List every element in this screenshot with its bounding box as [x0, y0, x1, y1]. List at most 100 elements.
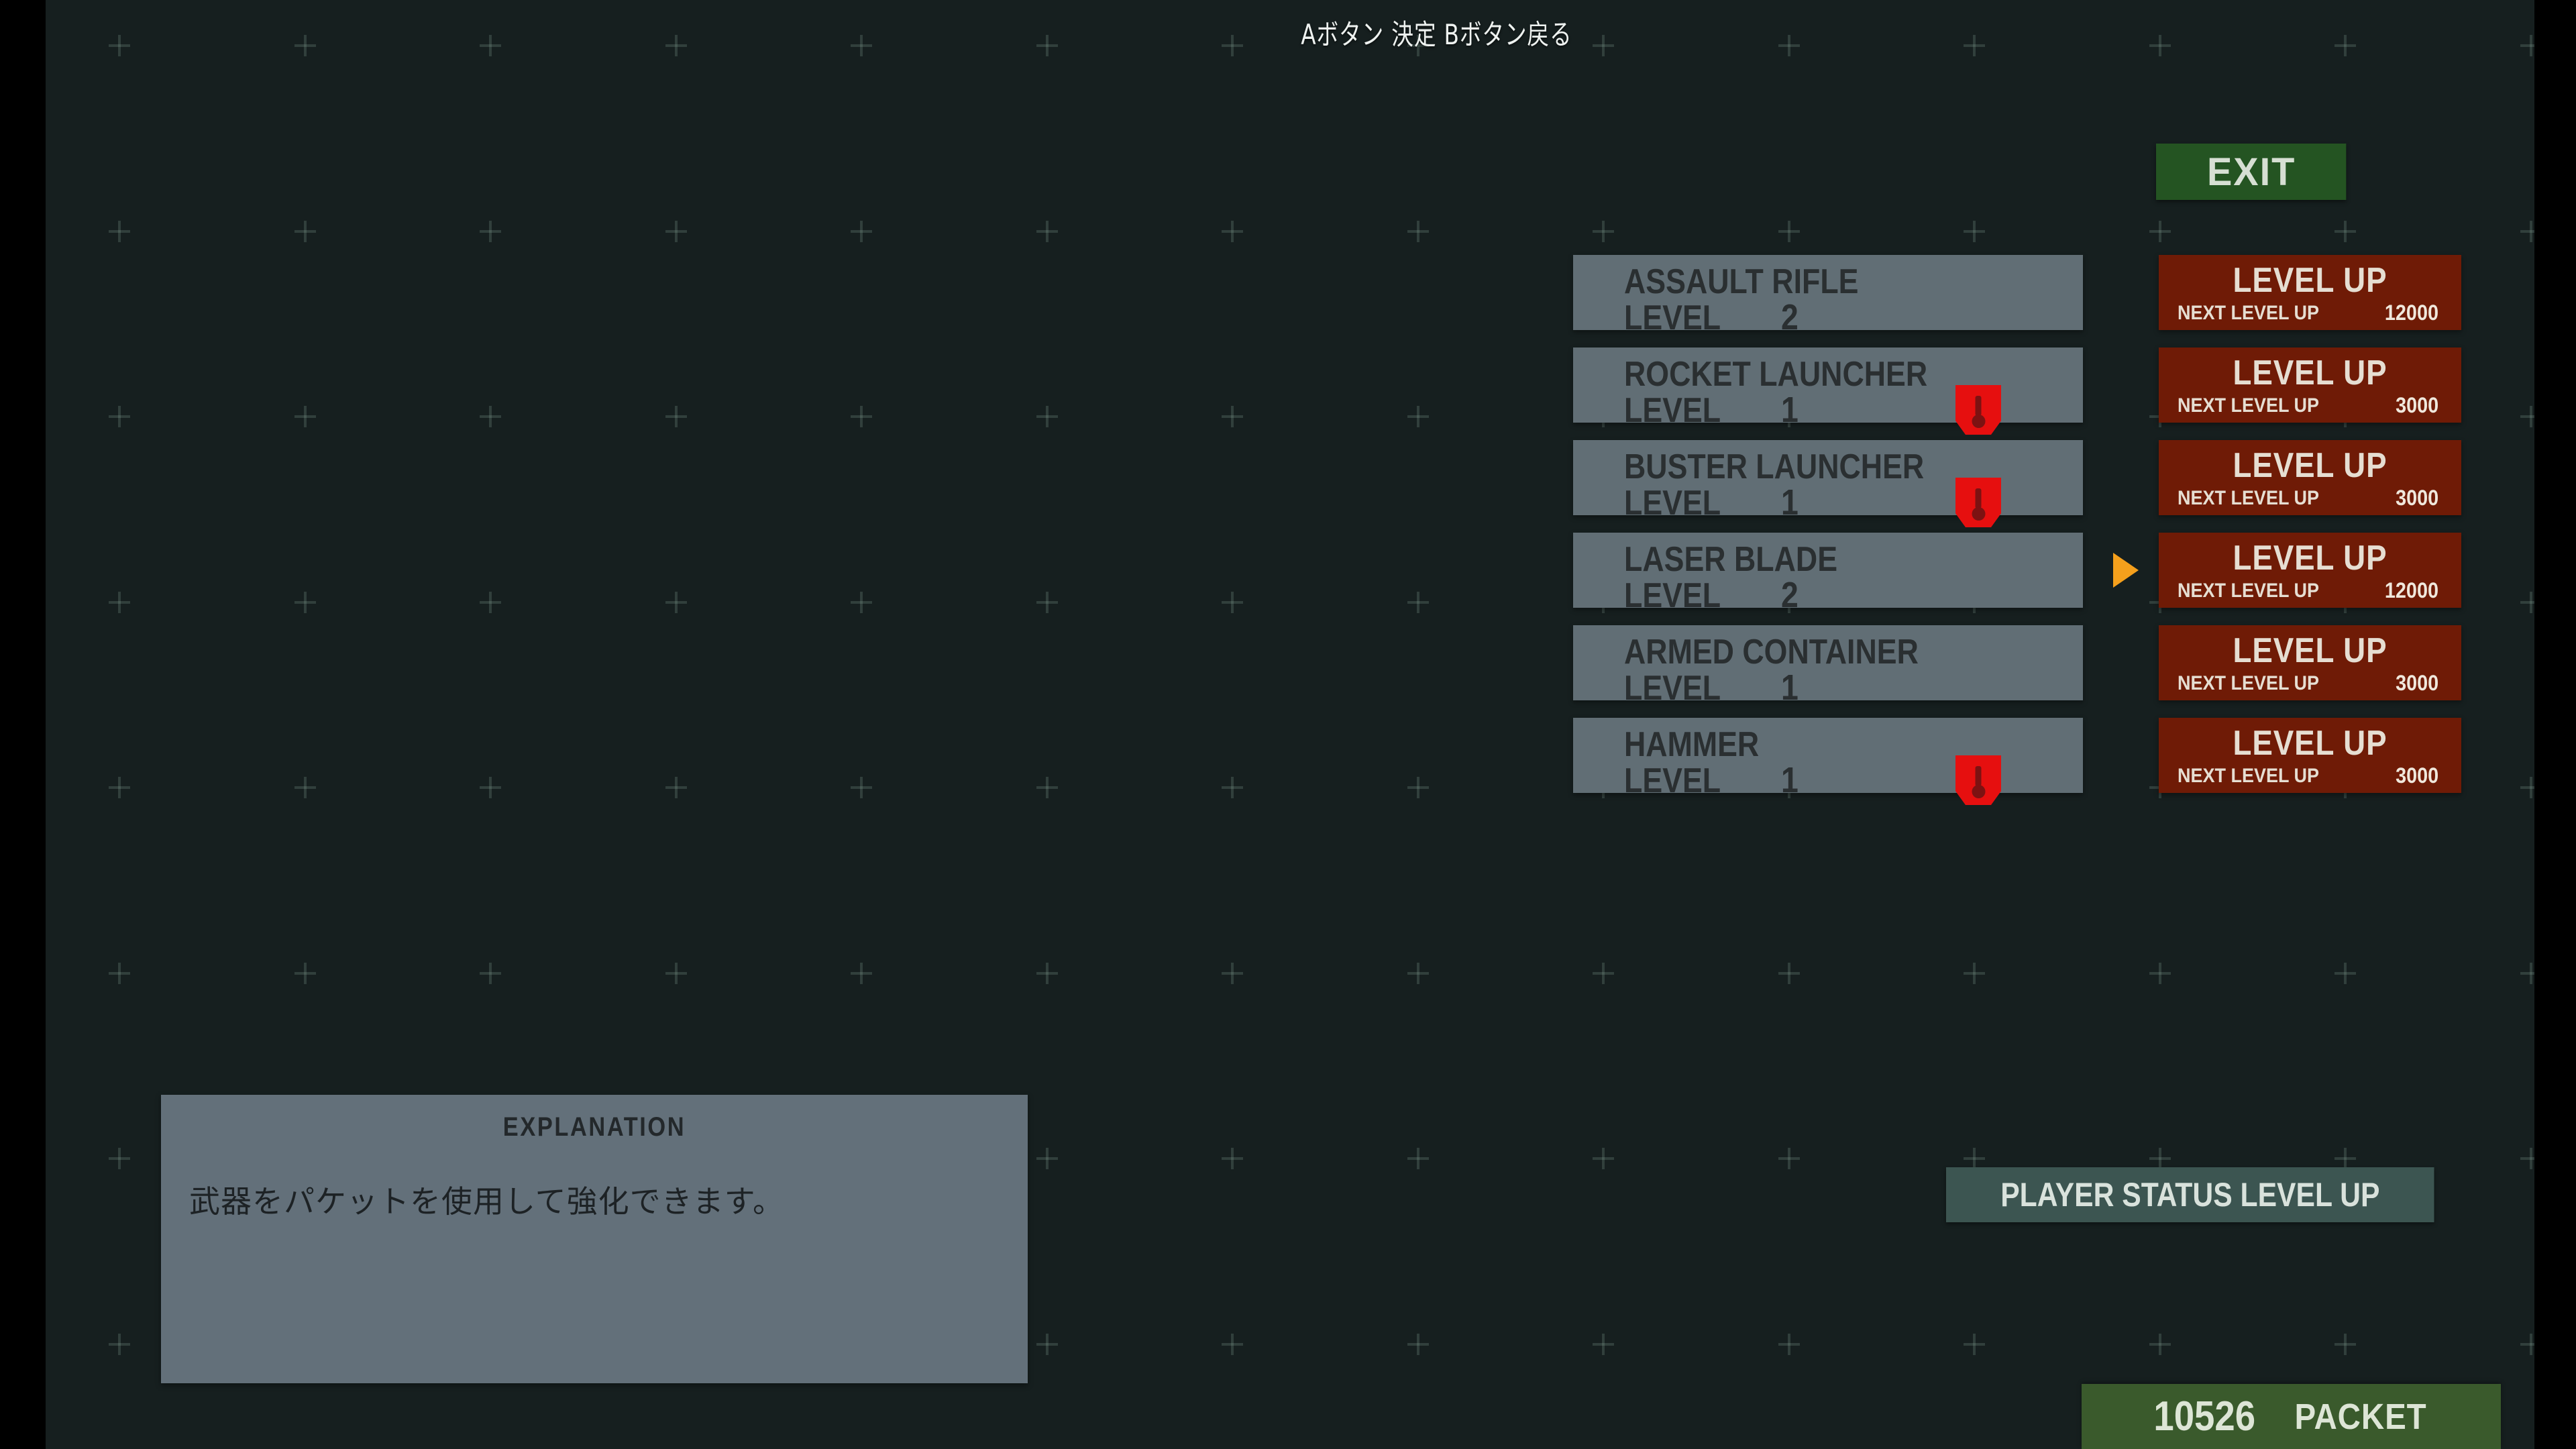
grid-plus-icon	[2149, 1333, 2171, 1355]
weapon-list: ASSAULT RIFLE LEVEL 2 ROCKET LAUNCHER LEVEL 1…	[1573, 255, 2083, 810]
grid-plus-icon	[2520, 406, 2534, 427]
grid-plus-icon	[851, 962, 872, 984]
next-levelup-label: NEXT LEVEL UP	[2178, 487, 2320, 509]
grid-plus-icon	[1964, 962, 1985, 984]
weapon-name: ROCKET LAUNCHER	[1624, 355, 1928, 394]
locked-shield-icon	[1955, 755, 2001, 805]
grid-plus-icon	[480, 777, 501, 798]
grid-plus-icon	[109, 962, 130, 984]
weapon-name: HAMMER	[1624, 725, 1760, 764]
grid-plus-icon	[109, 1148, 130, 1169]
locked-shield-icon	[1955, 385, 2001, 435]
grid-plus-icon	[2520, 962, 2534, 984]
grid-plus-icon	[1222, 777, 1243, 798]
weapon-row[interactable]: LASER BLADE LEVEL 2	[1573, 533, 2083, 615]
grid-plus-icon	[1222, 406, 1243, 427]
locked-shield-icon	[1955, 478, 2001, 527]
player-status-levelup-button[interactable]: PLAYER STATUS LEVEL UP	[1946, 1167, 2434, 1222]
grid-plus-icon	[109, 591, 130, 613]
grid-plus-icon	[2334, 962, 2356, 984]
grid-plus-icon	[1778, 962, 1800, 984]
grid-plus-icon	[1036, 220, 1058, 242]
grid-plus-icon	[1964, 1148, 1985, 1169]
levelup-button[interactable]: LEVEL UP NEXT LEVEL UP 12000	[2159, 255, 2461, 330]
weapon-row[interactable]: ROCKET LAUNCHER LEVEL 1	[1573, 347, 2083, 435]
grid-plus-icon	[1407, 220, 1429, 242]
player-status-levelup-label: PLAYER STATUS LEVEL UP	[2000, 1176, 2380, 1214]
grid-plus-icon	[2334, 35, 2356, 56]
grid-plus-icon	[1778, 220, 1800, 242]
grid-plus-icon	[2334, 1333, 2356, 1355]
grid-plus-icon	[480, 220, 501, 242]
weapon-row[interactable]: HAMMER LEVEL 1	[1573, 718, 2083, 805]
levelup-button-label: LEVEL UP	[2233, 631, 2387, 670]
levelup-button[interactable]: LEVEL UP NEXT LEVEL UP 3000	[2159, 440, 2461, 515]
levelup-button[interactable]: LEVEL UP NEXT LEVEL UP 12000	[2159, 533, 2461, 608]
next-levelup-label: NEXT LEVEL UP	[2178, 394, 2320, 417]
grid-plus-icon	[1407, 406, 1429, 427]
explanation-panel: EXPLANATION 武器をパケットを使用して強化できます。	[161, 1095, 1028, 1383]
grid-plus-icon	[1407, 962, 1429, 984]
weapon-name: ARMED CONTAINER	[1624, 633, 1919, 672]
key-glyph-icon	[1975, 396, 1982, 417]
weapon-name: ASSAULT RIFLE	[1624, 262, 1859, 301]
grid-plus-icon	[851, 777, 872, 798]
grid-plus-icon	[1778, 1333, 1800, 1355]
controller-hint-text: Aボタン 決定 Bボタン戻る	[1301, 18, 1572, 51]
grid-plus-icon	[1036, 591, 1058, 613]
weapon-level-label: LEVEL	[1624, 761, 1721, 800]
next-levelup-label: NEXT LEVEL UP	[2178, 302, 2320, 324]
grid-plus-icon	[1407, 591, 1429, 613]
weapon-level-label: LEVEL	[1624, 391, 1721, 430]
grid-plus-icon	[851, 220, 872, 242]
levelup-button-label: LEVEL UP	[2233, 261, 2387, 300]
grid-plus-icon	[1964, 1333, 1985, 1355]
weapon-level-value: 2	[1781, 575, 1799, 615]
grid-plus-icon	[294, 35, 316, 56]
levelup-button-label: LEVEL UP	[2233, 354, 2387, 392]
grid-plus-icon	[109, 406, 130, 427]
grid-plus-icon	[665, 777, 687, 798]
levelup-button[interactable]: LEVEL UP NEXT LEVEL UP 3000	[2159, 625, 2461, 700]
grid-plus-icon	[1964, 220, 1985, 242]
grid-plus-icon	[665, 591, 687, 613]
levelup-button-label: LEVEL UP	[2233, 446, 2387, 485]
next-levelup-label: NEXT LEVEL UP	[2178, 765, 2320, 787]
grid-plus-icon	[2520, 1148, 2534, 1169]
grid-plus-icon	[1593, 962, 1614, 984]
grid-plus-icon	[1036, 962, 1058, 984]
levelup-button-list: LEVEL UP NEXT LEVEL UP 12000 LEVEL UP NEXT L…	[2159, 255, 2461, 810]
grid-plus-icon	[1778, 1148, 1800, 1169]
grid-plus-icon	[480, 962, 501, 984]
weapon-row[interactable]: ASSAULT RIFLE LEVEL 2	[1573, 255, 2083, 337]
exit-button-label: EXIT	[2206, 150, 2296, 194]
grid-plus-icon	[294, 591, 316, 613]
grid-plus-icon	[109, 777, 130, 798]
packet-amount: 10526	[2153, 1393, 2256, 1440]
grid-plus-icon	[1222, 220, 1243, 242]
levelup-button[interactable]: LEVEL UP NEXT LEVEL UP 3000	[2159, 718, 2461, 793]
weapon-row[interactable]: BUSTER LAUNCHER LEVEL 1	[1573, 440, 2083, 527]
grid-plus-icon	[294, 777, 316, 798]
grid-plus-icon	[109, 35, 130, 56]
weapon-name: LASER BLADE	[1624, 540, 1838, 579]
exit-button[interactable]: EXIT	[2156, 144, 2347, 200]
next-levelup-cost: 3000	[2395, 763, 2438, 788]
grid-plus-icon	[1407, 1148, 1429, 1169]
weapon-level-label: LEVEL	[1624, 484, 1721, 523]
grid-plus-icon	[1222, 1333, 1243, 1355]
explanation-body: 武器をパケットを使用して強化できます。	[189, 1183, 785, 1220]
key-glyph-icon	[1975, 766, 1982, 787]
levelup-button[interactable]: LEVEL UP NEXT LEVEL UP 3000	[2159, 347, 2461, 423]
grid-plus-icon	[1593, 1333, 1614, 1355]
weapon-row[interactable]: ARMED CONTAINER LEVEL 1	[1573, 625, 2083, 708]
levelup-button-label: LEVEL UP	[2233, 724, 2387, 763]
grid-plus-icon	[1036, 777, 1058, 798]
next-levelup-cost: 12000	[2384, 578, 2438, 602]
grid-plus-icon	[480, 591, 501, 613]
grid-plus-icon	[665, 962, 687, 984]
grid-plus-icon	[2520, 1333, 2534, 1355]
grid-plus-icon	[1407, 1333, 1429, 1355]
packet-counter: 10526 PACKET	[2082, 1384, 2501, 1449]
